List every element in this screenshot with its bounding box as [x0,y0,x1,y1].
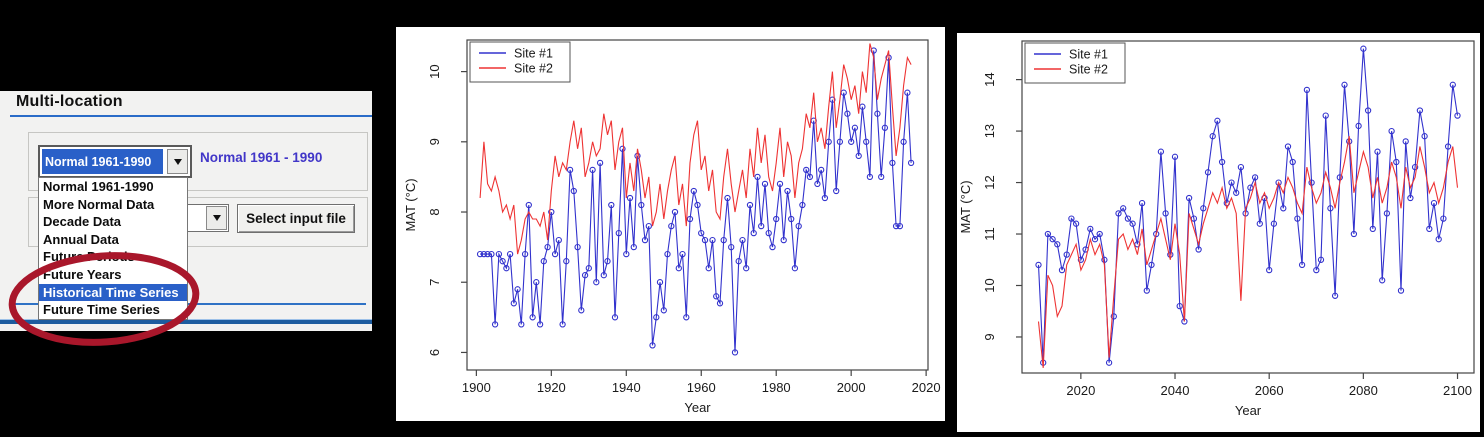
dropdown-item[interactable]: Future Years [43,266,122,282]
historical-time-series-chart: 1900 1920 1940 1960 1980 2000 2020 6 7 8 9 10 Year MA… [396,27,945,421]
svg-text:11: 11 [982,227,997,241]
svg-text:1920: 1920 [537,380,566,395]
future-time-series-chart: 2020 2040 2060 2080 2100 9 10 11 12 13 14 Year MAT (… [957,33,1480,432]
svg-text:6: 6 [427,349,442,356]
dropdown-item[interactable]: Historical Time Series [39,283,187,302]
period-combobox[interactable]: Normal 1961-1990 [38,145,192,178]
secondary-combobox-arrow[interactable] [206,206,227,230]
dropdown-item[interactable]: More Normal Data [43,196,155,212]
svg-text:2040: 2040 [1161,383,1190,398]
svg-text:2020: 2020 [912,380,941,395]
svg-text:8: 8 [427,208,442,215]
title-underline [10,115,372,117]
svg-text:14: 14 [982,72,997,86]
legend-entry: Site #1 [514,47,553,61]
svg-text:2000: 2000 [837,380,866,395]
svg-text:10: 10 [427,64,442,78]
y-axis-label: MAT (°C) [958,180,973,233]
period-combobox-arrow[interactable] [167,149,188,174]
svg-text:2020: 2020 [1066,383,1095,398]
svg-text:9: 9 [982,333,997,340]
series-site-2 [479,43,912,255]
legend-entry: Site #2 [1069,63,1108,77]
chart-svg: 2020 2040 2060 2080 2100 9 10 11 12 13 14 Year MAT (… [958,40,1475,418]
svg-text:2100: 2100 [1443,383,1472,398]
series-site-2 [1037,136,1459,368]
multi-location-panel: Multi-location Normal 1961-1990 Normal 1… [0,91,372,331]
dropdown-item[interactable]: Future Periods [43,249,135,265]
x-axis-label: Year [1235,403,1262,418]
dropdown-item[interactable]: Annual Data [43,231,119,247]
svg-text:7: 7 [427,279,442,286]
svg-text:12: 12 [982,175,997,189]
series-site-1 [1035,45,1461,366]
dropdown-item[interactable]: Normal 1961-1990 [43,179,154,194]
period-description-label: Normal 1961 - 1990 [200,150,323,165]
legend-entry: Site #1 [1069,48,1108,62]
dropdown-list: Normal 1961-1990 More Normal Data Decade D… [38,177,188,320]
svg-text:1960: 1960 [687,380,716,395]
chevron-down-icon [173,158,182,165]
svg-text:1900: 1900 [462,380,491,395]
svg-text:2060: 2060 [1255,383,1284,398]
chevron-down-icon [212,215,221,221]
chart-svg: 1900 1920 1940 1960 1980 2000 2020 6 7 8 9 10 Year MA… [403,39,941,415]
legend-entry: Site #2 [514,62,553,76]
svg-text:9: 9 [427,138,442,145]
dropdown-item[interactable]: Future Time Series [43,302,160,318]
x-axis-label: Year [684,400,711,415]
svg-text:10: 10 [982,278,997,292]
svg-text:13: 13 [982,124,997,138]
period-combobox-value: Normal 1961-1990 [42,149,163,174]
y-axis-label: MAT (°C) [403,178,418,231]
axes: 1900 1920 1940 1960 1980 2000 2020 6 7 8 9 10 Year MA… [403,39,941,415]
svg-text:1940: 1940 [612,380,641,395]
axes: 2020 2040 2060 2080 2100 9 10 11 12 13 14 Year MAT (… [958,40,1475,418]
page-title: Multi-location [16,93,123,110]
series-site-1 [476,47,915,356]
dropdown-item[interactable]: Decade Data [43,214,122,230]
svg-text:1980: 1980 [762,380,791,395]
svg-text:2080: 2080 [1349,383,1378,398]
select-input-file-button[interactable]: Select input file [237,204,355,233]
